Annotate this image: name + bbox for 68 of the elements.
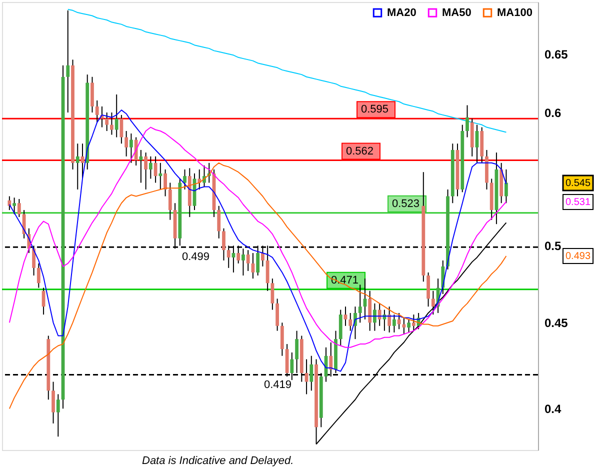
candlestick xyxy=(66,10,70,114)
ref-line-label: 0.523 xyxy=(392,198,420,210)
y-tick-label: 0.6 xyxy=(544,106,562,120)
candlestick xyxy=(392,314,396,333)
candlestick xyxy=(12,197,16,215)
ref-line-label: 0.419 xyxy=(264,378,292,391)
y-tick-label: 0.65 xyxy=(544,48,568,62)
text: Data is Indicative and Delayed. xyxy=(142,455,294,467)
candlestick xyxy=(402,317,406,335)
candlestick xyxy=(95,100,99,123)
candlestick xyxy=(36,262,40,288)
candlestick xyxy=(280,322,284,356)
candlestick xyxy=(504,168,508,204)
candlestick xyxy=(407,318,411,333)
candlestick xyxy=(90,76,94,114)
candlestick xyxy=(164,168,167,197)
candlestick xyxy=(148,156,152,180)
candlestick xyxy=(56,394,60,438)
y-tick-label: 0.5 xyxy=(544,239,562,254)
legend-label: MA20 xyxy=(387,6,416,19)
candlestick xyxy=(76,143,80,190)
ref-line-label: 0.562 xyxy=(346,145,374,158)
candlestick xyxy=(52,381,55,424)
candlestick xyxy=(344,306,348,326)
y-tick-label: 0.4 xyxy=(544,402,562,416)
candlestick xyxy=(134,136,138,166)
legend-label: MA100 xyxy=(497,6,532,19)
candlestick xyxy=(348,312,352,332)
candlestick xyxy=(270,278,274,310)
text: 0.531 xyxy=(565,197,591,208)
candlestick xyxy=(198,168,202,190)
candlestick xyxy=(120,114,124,144)
candlestick xyxy=(217,205,221,239)
legend-label: MA50 xyxy=(442,6,472,19)
candlestick xyxy=(466,104,469,138)
candlestick xyxy=(124,130,128,157)
candlestick xyxy=(105,112,109,132)
candlestick xyxy=(139,149,143,184)
candlestick xyxy=(110,112,114,136)
y-tick-label: 0.45 xyxy=(544,316,568,330)
candlestick xyxy=(378,302,382,326)
candlestick xyxy=(412,314,416,332)
ref-line-label: 0.499 xyxy=(182,251,210,264)
candlestick xyxy=(242,248,245,276)
candlestick xyxy=(144,152,148,190)
candlestick xyxy=(129,133,133,164)
line-series xyxy=(8,126,507,348)
candlestick xyxy=(358,284,362,324)
candlestick xyxy=(388,306,392,333)
candlestick xyxy=(426,272,430,308)
candlestick xyxy=(17,198,21,218)
candlestick xyxy=(373,302,376,332)
candlestick xyxy=(397,312,401,330)
line-series xyxy=(8,162,507,410)
candlestick xyxy=(431,290,435,316)
candlestick xyxy=(8,196,12,211)
candlestick xyxy=(114,94,118,138)
candlestick xyxy=(441,260,445,294)
candlestick xyxy=(158,162,162,190)
candlestick xyxy=(368,290,372,332)
candlestick xyxy=(183,168,186,190)
candlestick xyxy=(276,298,280,332)
ref-line-label: 0.595 xyxy=(361,104,389,116)
candlestick xyxy=(363,278,367,320)
candlestick xyxy=(168,182,172,220)
text: 0.545 xyxy=(565,178,591,189)
candlestick xyxy=(246,250,250,272)
text: 0.493 xyxy=(565,251,591,262)
